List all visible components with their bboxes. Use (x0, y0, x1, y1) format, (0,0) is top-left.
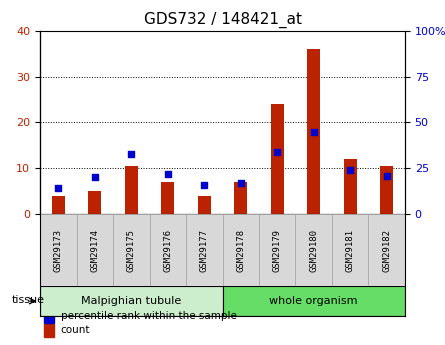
Bar (198, 196, 210, 214)
Bar (344, 159, 356, 214)
Point (383, 173, 390, 178)
Bar (125, 166, 138, 214)
FancyBboxPatch shape (186, 214, 222, 286)
Point (310, 129, 317, 135)
Text: count: count (61, 325, 90, 335)
Bar (271, 104, 283, 214)
Text: GSM29176: GSM29176 (163, 229, 172, 272)
Text: GSM29181: GSM29181 (346, 229, 355, 272)
FancyBboxPatch shape (40, 286, 222, 316)
Bar (89, 191, 101, 214)
Bar (380, 166, 393, 214)
Bar (307, 49, 320, 214)
FancyBboxPatch shape (295, 214, 332, 286)
Point (91, 175, 98, 180)
FancyBboxPatch shape (222, 286, 405, 316)
FancyBboxPatch shape (40, 214, 77, 286)
Text: GSM29182: GSM29182 (382, 229, 391, 272)
Text: GSM29173: GSM29173 (54, 229, 63, 272)
Text: tissue: tissue (12, 295, 45, 305)
Point (55, 186, 62, 191)
Point (164, 171, 171, 176)
Text: percentile rank within the sample: percentile rank within the sample (61, 311, 237, 321)
FancyBboxPatch shape (222, 214, 259, 286)
Bar (44, 310, 53, 323)
FancyBboxPatch shape (368, 214, 405, 286)
Point (237, 180, 244, 186)
FancyBboxPatch shape (332, 214, 368, 286)
Text: GSM29174: GSM29174 (90, 229, 99, 272)
Point (128, 151, 135, 156)
Text: GSM29177: GSM29177 (200, 229, 209, 272)
Bar (52, 196, 65, 214)
Text: GSM29175: GSM29175 (127, 229, 136, 272)
Bar (44, 324, 53, 337)
Bar (235, 182, 247, 214)
Text: GSM29180: GSM29180 (309, 229, 318, 272)
FancyBboxPatch shape (150, 214, 186, 286)
FancyBboxPatch shape (113, 214, 150, 286)
Point (274, 149, 281, 155)
FancyBboxPatch shape (77, 214, 113, 286)
Text: GSM29179: GSM29179 (273, 229, 282, 272)
Bar (162, 182, 174, 214)
Title: GDS732 / 148421_at: GDS732 / 148421_at (143, 12, 302, 28)
Text: GSM29178: GSM29178 (236, 229, 245, 272)
Point (201, 182, 208, 187)
Text: whole organism: whole organism (270, 296, 358, 306)
Text: Malpighian tubule: Malpighian tubule (81, 296, 182, 306)
Point (347, 167, 354, 173)
FancyBboxPatch shape (259, 214, 295, 286)
